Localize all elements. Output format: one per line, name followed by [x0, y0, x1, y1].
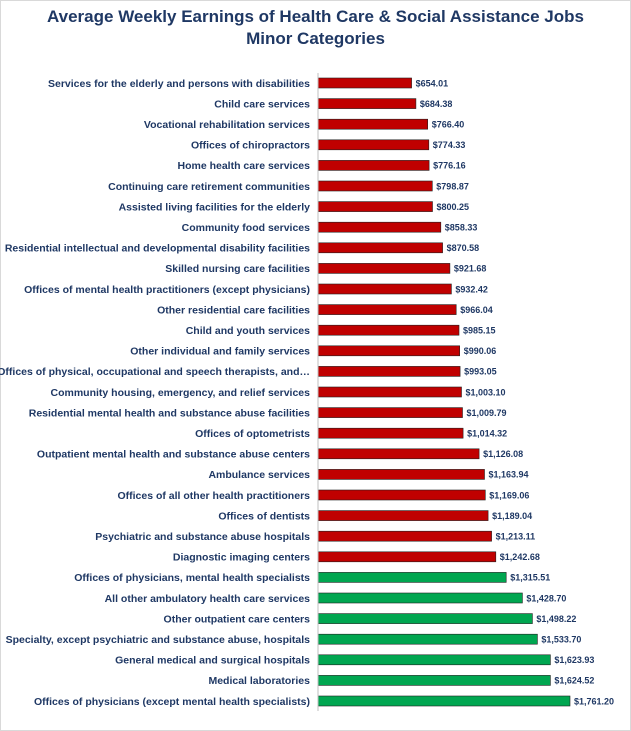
bar: [317, 572, 507, 583]
category-label: Ambulance services: [208, 469, 310, 481]
category-label: Services for the elderly and persons wit…: [48, 78, 310, 90]
data-label: $985.15: [463, 326, 496, 336]
data-label: $684.38: [420, 99, 453, 109]
data-label: $1,315.51: [510, 573, 550, 583]
category-label: Continuing care retirement communities: [108, 181, 310, 193]
category-label: Residential mental health and substance …: [29, 407, 310, 419]
category-label: Other residential care facilities: [157, 304, 310, 316]
bar: [317, 324, 460, 336]
data-label: $1,761.20: [574, 696, 614, 706]
bar: [317, 407, 463, 418]
bar: [317, 448, 480, 460]
data-label: $1,242.68: [500, 552, 540, 562]
data-label: $1,213.11: [496, 532, 536, 542]
bar: [317, 510, 489, 521]
data-label: $776.16: [433, 161, 466, 171]
data-label: $1,014.32: [467, 429, 507, 439]
bar: [317, 263, 451, 274]
bar: [317, 180, 433, 192]
data-label: $798.87: [436, 181, 469, 191]
category-label: Vocational rehabilitation services: [144, 119, 310, 131]
category-label: Home health care services: [178, 160, 311, 172]
data-label: $921.68: [454, 264, 487, 274]
data-label: $1,623.93: [554, 655, 594, 665]
category-label: Assisted living facilities for the elder…: [119, 201, 311, 213]
category-label: Offices of chiropractors: [191, 140, 310, 152]
category-label: Medical laboratories: [208, 675, 310, 687]
bar: [317, 613, 533, 624]
bar: [317, 592, 523, 604]
bar: [317, 675, 551, 686]
data-label: $932.42: [455, 284, 488, 294]
category-label: Other individual and family services: [130, 346, 310, 358]
bar: [317, 118, 428, 130]
data-label: $774.33: [433, 140, 466, 150]
category-label: Psychiatric and substance abuse hospital…: [95, 531, 310, 543]
bar: [317, 242, 443, 254]
bar: [317, 427, 464, 439]
bar: [317, 489, 486, 501]
data-label: $1,003.10: [466, 387, 506, 397]
category-label: Community housing, emergency, and relief…: [51, 387, 311, 399]
bar: [317, 283, 452, 295]
bar: [317, 633, 538, 645]
category-label: Community food services: [182, 222, 311, 234]
category-label: Offices of dentists: [218, 510, 310, 522]
data-label: $1,169.06: [489, 490, 529, 500]
chart-title: Average Weekly Earnings of Health Care &…: [47, 7, 584, 26]
category-label: Offices of physicians (except mental hea…: [34, 696, 310, 708]
category-label: Specialty, except psychiatric and substa…: [6, 634, 311, 646]
bar: [317, 695, 571, 707]
category-label: All other ambulatory health care service…: [105, 593, 311, 605]
bar: [317, 654, 551, 666]
category-label: General medical and surgical hospitals: [115, 655, 310, 667]
bar: [317, 469, 485, 480]
data-label: $1,189.04: [492, 511, 532, 521]
data-label: $1,624.52: [554, 676, 594, 686]
data-label: $766.40: [432, 120, 465, 130]
data-label: $1,533.70: [541, 635, 581, 645]
bar: [317, 221, 442, 233]
category-label: Offices of mental health practitioners (…: [24, 284, 310, 296]
bar: [317, 366, 461, 377]
data-label: $993.05: [464, 367, 497, 377]
category-label: Offices of all other health practitioner…: [117, 490, 310, 502]
category-label: Offices of physical, occupational and sp…: [0, 366, 310, 378]
data-label: $990.06: [464, 346, 497, 356]
data-label: $1,126.08: [483, 449, 523, 459]
data-label: $1,428.70: [526, 593, 566, 603]
data-label: $1,009.79: [467, 408, 507, 418]
category-label: Other outpatient care centers: [164, 613, 311, 625]
bar: [317, 386, 462, 398]
category-label: Residential intellectual and development…: [5, 243, 310, 255]
category-label: Offices of optometrists: [195, 428, 310, 440]
bar: [317, 345, 460, 357]
data-label: $800.25: [437, 202, 470, 212]
data-label: $858.33: [445, 223, 478, 233]
bar: [317, 551, 497, 563]
bar: [317, 530, 492, 542]
data-label: $870.58: [447, 243, 480, 253]
bar: [317, 98, 417, 109]
bar: [317, 304, 457, 315]
bar: [317, 201, 433, 212]
category-label: Diagnostic imaging centers: [173, 552, 310, 564]
data-label: $966.04: [460, 305, 493, 315]
data-label: $1,163.94: [489, 470, 529, 480]
bar: [317, 77, 412, 89]
bar: [317, 160, 430, 171]
bar: [317, 139, 430, 151]
chart-subtitle: Minor Categories: [246, 29, 385, 48]
category-label: Outpatient mental health and substance a…: [37, 449, 310, 461]
category-label: Skilled nursing care facilities: [165, 263, 310, 275]
data-label: $1,498.22: [536, 614, 576, 624]
data-label: $654.01: [416, 78, 449, 88]
chart-title-block: Average Weekly Earnings of Health Care &…: [0, 6, 631, 50]
category-label: Child and youth services: [186, 325, 310, 337]
category-label: Offices of physicians, mental health spe…: [74, 572, 310, 584]
category-label: Child care services: [214, 98, 310, 110]
